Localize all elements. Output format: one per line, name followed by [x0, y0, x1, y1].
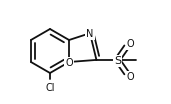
Text: O: O — [127, 40, 134, 50]
Text: O: O — [65, 58, 73, 68]
Text: S: S — [114, 56, 121, 66]
Text: O: O — [127, 72, 134, 82]
Text: Cl: Cl — [45, 83, 55, 93]
Text: N: N — [86, 29, 94, 39]
